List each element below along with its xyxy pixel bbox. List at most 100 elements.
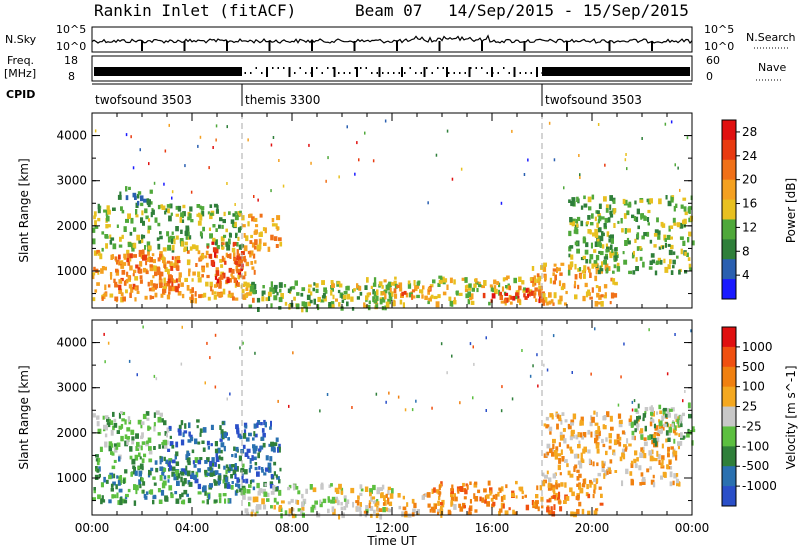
heatmap-cell (631, 408, 634, 412)
heatmap-cell (670, 245, 673, 249)
heatmap-cell (131, 436, 135, 441)
heatmap-cell (161, 482, 166, 489)
heatmap-cell (147, 250, 150, 256)
heatmap-cell (186, 285, 190, 291)
heatmap-cell (273, 471, 276, 476)
freq-unit: [MHz] (4, 67, 36, 80)
heatmap-cell (597, 123, 600, 126)
heatmap-cell (388, 292, 392, 299)
freq-dot (519, 72, 521, 74)
heatmap-cell (643, 453, 647, 459)
colorbar-tick-label: 28 (742, 125, 757, 139)
heatmap-cell (97, 217, 101, 222)
heatmap-cell (401, 291, 404, 297)
heatmap-cell (541, 505, 544, 509)
heatmap-cell (372, 289, 375, 295)
heatmap-cell (141, 432, 144, 438)
heatmap-cell (143, 267, 146, 273)
heatmap-cell (327, 498, 331, 503)
heatmap-cell (670, 446, 674, 450)
heatmap-cell (365, 295, 368, 301)
heatmap-cell (598, 203, 602, 209)
heatmap-cell (210, 286, 213, 292)
heatmap-cell (189, 206, 193, 212)
heatmap-cell (569, 446, 573, 451)
heatmap-cell (174, 454, 177, 460)
colorbar-swatch (722, 279, 736, 300)
heatmap-cell (544, 274, 547, 281)
heatmap-cell (245, 287, 249, 291)
heatmap-cell (449, 300, 453, 307)
heatmap-cell (464, 285, 468, 289)
heatmap-cell (252, 297, 255, 303)
heatmap-cell (167, 475, 171, 479)
heatmap-cell (552, 334, 555, 338)
heatmap-cell (677, 441, 681, 447)
heatmap-cell (276, 501, 279, 505)
heatmap-cell (624, 240, 628, 246)
heatmap-cell (585, 242, 589, 248)
heatmap-cell (509, 301, 513, 305)
heatmap-cell (661, 443, 664, 449)
heatmap-cell (163, 456, 166, 462)
heatmap-cell (364, 513, 368, 518)
heatmap-cell (358, 285, 362, 291)
heatmap-cell (473, 362, 475, 366)
heatmap-cell (230, 273, 233, 277)
heatmap-cell (373, 291, 378, 297)
heatmap-cell (218, 481, 221, 486)
heatmap-cell (369, 492, 372, 497)
heatmap-cell (586, 484, 589, 490)
colorbar-tick-label: 25 (742, 400, 757, 414)
heatmap-cell (549, 483, 553, 490)
heatmap-cell (134, 470, 138, 476)
heatmap-cell (467, 287, 472, 291)
nsearch-tick-bottom: 10^0 (704, 40, 734, 53)
heatmap-cell (320, 299, 325, 303)
heatmap-cell (366, 292, 370, 298)
heatmap-cell (198, 294, 202, 299)
heatmap-cell (442, 291, 447, 296)
x-tick-label: 12:00 (375, 521, 410, 535)
freq-dot (305, 72, 307, 74)
heatmap-cell (223, 465, 226, 470)
heatmap-cell (241, 258, 244, 262)
heatmap-cell (560, 419, 563, 425)
heatmap-cell (307, 301, 311, 307)
heatmap-cell (662, 407, 667, 412)
heatmap-cell (672, 265, 675, 269)
heatmap-cell (175, 469, 179, 474)
heatmap-cell (599, 268, 604, 272)
heatmap-cell (672, 259, 676, 265)
heatmap-cell (343, 495, 347, 499)
heatmap-cell (531, 290, 534, 295)
heatmap-cell (249, 213, 253, 218)
heatmap-cell (167, 479, 170, 483)
heatmap-cell (232, 221, 237, 228)
heatmap-cell (237, 227, 241, 233)
heatmap-cell (95, 458, 98, 462)
heatmap-cell (118, 279, 123, 284)
heatmap-cell (596, 210, 600, 214)
heatmap-cell (557, 464, 561, 471)
heatmap-cell (105, 479, 109, 484)
heatmap-cell (104, 266, 107, 271)
heatmap-cell (590, 415, 593, 421)
heatmap-cell (593, 489, 596, 494)
heatmap-cell (191, 449, 195, 454)
heatmap-cell (641, 477, 646, 482)
heatmap-cell (252, 444, 256, 449)
heatmap-cell (649, 434, 653, 440)
heatmap-cell (393, 288, 397, 294)
heatmap-cell (564, 459, 568, 463)
heatmap-cell (251, 509, 255, 513)
heatmap-cell (469, 294, 473, 301)
heatmap-cell (594, 228, 598, 235)
heatmap-cell (188, 422, 191, 429)
heatmap-cell (686, 432, 690, 438)
heatmap-cell (234, 453, 237, 458)
heatmap-cell (311, 504, 316, 509)
heatmap-cell (243, 469, 248, 475)
heatmap-cell (553, 292, 557, 299)
